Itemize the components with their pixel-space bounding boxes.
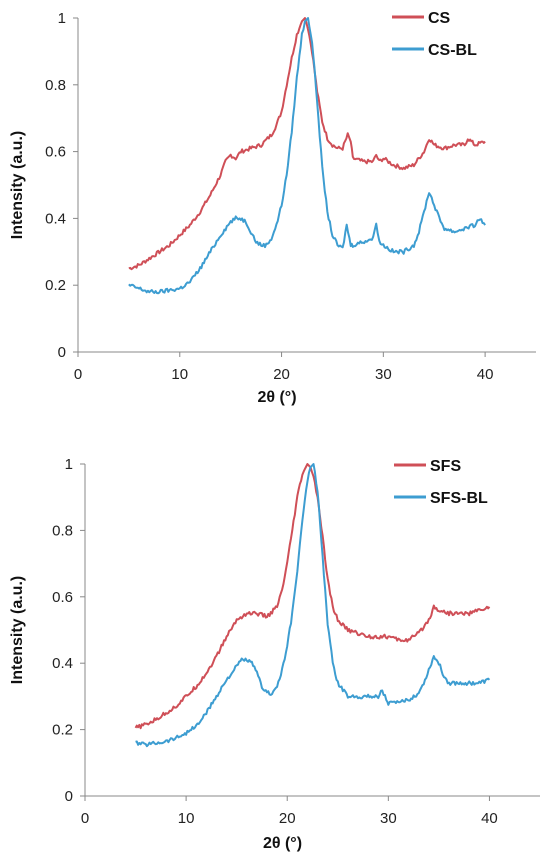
x-tick-label: 40 <box>477 366 494 383</box>
y-tick-label: 1 <box>58 10 66 27</box>
y-tick-label: 0.8 <box>52 522 73 539</box>
chart-panel-sfs: 0 0.2 0.4 0.6 0.8 1 0 10 20 30 40 2θ (°) Intensity (… <box>0 440 550 859</box>
legend-label: CS-BL <box>428 42 477 59</box>
series-line-cs-bl <box>128 17 486 295</box>
x-tick-label: 0 <box>74 366 82 383</box>
y-axis-title: Intensity (a.u.) <box>9 576 26 684</box>
chart-panel-cs: 0 0.2 0.4 0.6 0.8 1 0 10 20 30 40 2θ (°) Intensity (… <box>0 0 550 410</box>
y-tick-label: 0.8 <box>45 77 66 94</box>
series-line-sfs <box>134 463 491 730</box>
y-tick-label: 0.2 <box>52 722 73 739</box>
x-tick-label: 20 <box>279 810 296 827</box>
x-tick-label: 40 <box>481 810 498 827</box>
y-tick-label: 0 <box>65 788 73 805</box>
legend-label: SFS <box>430 458 461 475</box>
legend-label: SFS-BL <box>430 490 488 507</box>
y-tick-label: 0.6 <box>45 144 66 161</box>
y-tick-label: 0.4 <box>45 210 66 227</box>
y-axis-title: Intensity (a.u.) <box>9 131 26 239</box>
y-tick-label: 0.2 <box>45 277 66 294</box>
x-tick-label: 10 <box>171 366 188 383</box>
y-tick-label: 0.4 <box>52 655 73 672</box>
y-tick-label: 0.6 <box>52 589 73 606</box>
x-tick-label: 0 <box>81 810 89 827</box>
x-tick-label: 30 <box>375 366 392 383</box>
x-axis-title: 2θ (°) <box>257 389 296 406</box>
x-tick-label: 30 <box>380 810 397 827</box>
y-tick-label: 1 <box>65 456 73 473</box>
legend-label: CS <box>428 10 451 27</box>
series-line-sfs-bl <box>135 463 491 748</box>
x-tick-label: 10 <box>178 810 195 827</box>
x-axis-title: 2θ (°) <box>263 835 302 852</box>
y-tick-label: 0 <box>58 344 66 361</box>
x-tick-label: 20 <box>273 366 290 383</box>
series-line-cs <box>128 17 486 271</box>
